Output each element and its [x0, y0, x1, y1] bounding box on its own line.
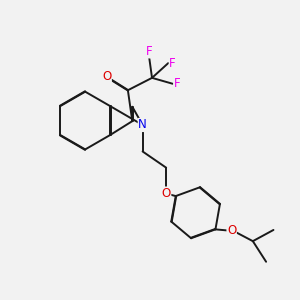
- Text: F: F: [174, 77, 180, 90]
- Text: F: F: [169, 57, 176, 70]
- Text: O: O: [227, 224, 236, 237]
- Text: O: O: [102, 70, 111, 83]
- Text: F: F: [146, 45, 152, 58]
- Text: N: N: [138, 118, 147, 131]
- Text: O: O: [161, 187, 171, 200]
